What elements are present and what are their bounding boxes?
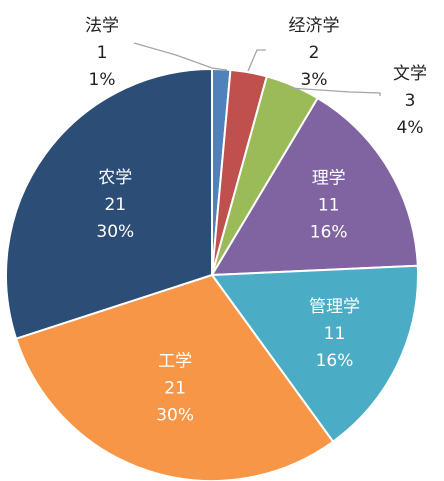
data-labels-layer: 法学 1 1% 经济学 2 3% 文学 3 4% 理学 11 16% 管理学 11 16% 工学 21 30% 农学…: [85, 16, 427, 426]
slices-layer: [5, 67, 419, 481]
leader-lines-layer: [133, 42, 381, 96]
leader-line-1: [133, 42, 228, 71]
data-label-percent-2: 3%: [301, 70, 328, 90]
data-label-percent-1: 1%: [89, 70, 116, 90]
pie-slice-4: [210, 96, 419, 277]
data-label-percent-6: 30%: [156, 406, 194, 426]
data-label-value-5: 11: [324, 324, 346, 344]
data-label-value-6: 21: [164, 379, 186, 399]
data-label-category-2: 经济学: [289, 16, 340, 36]
leader-line-2: [247, 49, 266, 72]
data-label-category-1: 法学: [85, 16, 119, 36]
data-label-value-2: 2: [309, 43, 320, 63]
pie-slice-5: [210, 264, 419, 444]
data-label-value-4: 11: [318, 195, 340, 215]
data-label-percent-7: 30%: [96, 222, 134, 242]
data-label-category-3: 文学: [393, 64, 427, 84]
pie-slice-7: [5, 67, 213, 340]
data-label-category-5: 管理学: [309, 297, 360, 317]
leader-line-3: [289, 87, 381, 96]
data-label-percent-5: 16%: [316, 351, 354, 371]
data-label-category-4: 理学: [312, 168, 346, 188]
data-label-category-6: 工学: [158, 352, 192, 372]
pie-slice-6: [14, 273, 335, 481]
data-label-value-1: 1: [97, 43, 108, 63]
data-label-category-7: 农学: [98, 168, 132, 188]
data-label-value-7: 21: [104, 195, 126, 215]
data-label-value-3: 3: [405, 91, 416, 111]
data-label-percent-3: 4%: [397, 118, 424, 138]
data-label-percent-4: 16%: [310, 222, 348, 242]
